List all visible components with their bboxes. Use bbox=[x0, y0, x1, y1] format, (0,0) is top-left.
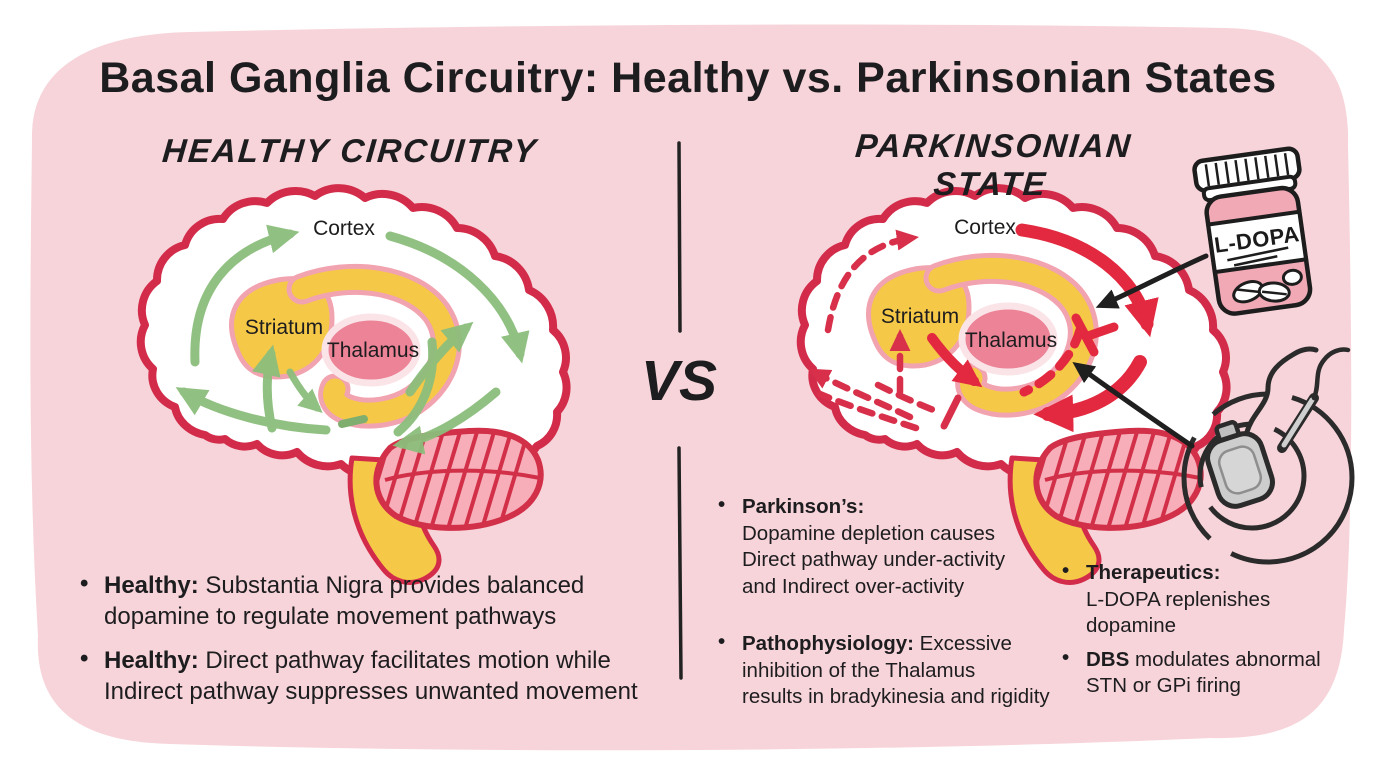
list-item: Therapeutics: L-DOPA replenishes dopamin… bbox=[1060, 558, 1372, 640]
pills bbox=[1232, 268, 1303, 304]
bullet-lead: DBS bbox=[1086, 647, 1130, 671]
list-item: Pathophysiology: Excessive inhibition of… bbox=[716, 629, 1061, 711]
healthy-striatum-label: Striatum bbox=[244, 316, 324, 339]
healthy-thalamus-label: Thalamus bbox=[326, 339, 420, 362]
bullet-text: dopamine to regulate movement pathways bbox=[104, 603, 557, 630]
bottle-cap-ridges bbox=[1204, 152, 1290, 187]
dbs-arrow bbox=[1072, 361, 1195, 449]
bullet-text: results in bradykinesia and rigidity bbox=[742, 685, 1050, 708]
bullet-text: L-DOPA replenishes bbox=[1086, 587, 1271, 611]
dbs-device bbox=[1181, 346, 1355, 565]
gpi-segment bbox=[338, 415, 368, 428]
therapeutics-bullet-list: Therapeutics: L-DOPA replenishes dopamin… bbox=[1060, 558, 1372, 707]
dbs-signal-ring-inner bbox=[1197, 421, 1307, 531]
bottle-label bbox=[1205, 209, 1309, 275]
bullet-text: inhibition of the Thalamus bbox=[742, 658, 976, 682]
divider-line-top bbox=[677, 141, 682, 333]
bullet-text: and Indirect over-activity bbox=[742, 574, 965, 598]
parkinsonian-brain-illustration bbox=[801, 188, 1227, 582]
bullet-lead: Therapeutics: bbox=[1086, 561, 1221, 584]
parkinsonian-cortex-label: Cortex bbox=[954, 216, 1016, 239]
parkinsonian-bullet-list: Parkinson’s: Dopamine depletion causes D… bbox=[716, 492, 1061, 742]
healthy-section-heading: HEALTHY CIRCUITRY bbox=[160, 132, 540, 169]
bullet-text: Indirect pathway suppresses unwanted mov… bbox=[104, 678, 638, 705]
weak-direct-pathway-arrows bbox=[807, 229, 940, 432]
dbs-lead-wire bbox=[1244, 346, 1319, 435]
list-item: Healthy: Direct pathway facilitates moti… bbox=[78, 643, 678, 707]
bullet-text: modulates abnormal bbox=[1129, 647, 1321, 671]
ldopa-bottle bbox=[1192, 146, 1313, 316]
divider-line-bottom bbox=[677, 446, 683, 680]
overactive-indirect-pathway-arrows bbox=[927, 223, 1159, 433]
divider-line bbox=[677, 141, 683, 680]
list-item: DBS modulates abnormal STN or GPi firing bbox=[1060, 645, 1372, 700]
bullet-lead: Healthy: bbox=[104, 647, 199, 674]
bullet-text: STN or GPi firing bbox=[1086, 674, 1241, 697]
healthy-pathway-arrows bbox=[175, 224, 530, 455]
inhibition-t-bar bbox=[1071, 313, 1119, 357]
bullet-text: dopamine bbox=[1086, 614, 1177, 637]
bullet-text: Direct pathway under-activity bbox=[742, 548, 1006, 571]
page-title: Basal Ganglia Circuitry: Healthy vs. Par… bbox=[99, 54, 1277, 102]
parkinsonian-thalamus-label: Thalamus bbox=[964, 329, 1058, 352]
vs-label: VS bbox=[640, 349, 718, 413]
dbs-lead-wire bbox=[1311, 347, 1351, 401]
bullet-text: Excessive bbox=[913, 632, 1012, 655]
healthy-cortex-label: Cortex bbox=[313, 217, 375, 240]
healthy-bullet-list: Healthy: Substantia Nigra provides balan… bbox=[78, 568, 678, 720]
bullet-text: Dopamine depletion causes bbox=[742, 521, 995, 545]
inhibition-t-bar bbox=[940, 394, 962, 430]
ldopa-arrow bbox=[1095, 253, 1209, 309]
list-item: Healthy: Substantia Nigra provides balan… bbox=[78, 568, 678, 632]
bullet-lead: Pathophysiology: bbox=[742, 632, 914, 655]
parkinsonian-striatum-label: Striatum bbox=[880, 305, 960, 328]
bullet-text: Direct pathway facilitates motion while bbox=[198, 647, 611, 674]
bullet-lead: Parkinson’s: bbox=[742, 495, 865, 518]
dbs-pulse-generator bbox=[1205, 420, 1275, 509]
bullet-text: Substantia Nigra provides balanced bbox=[198, 572, 585, 599]
bullet-lead: Healthy: bbox=[104, 572, 199, 599]
list-item: Parkinson’s: Dopamine depletion causes D… bbox=[716, 492, 1061, 600]
healthy-brain-illustration bbox=[141, 188, 567, 582]
parkinsonian-section-heading: PARKINSONIAN STATE bbox=[853, 127, 1134, 202]
